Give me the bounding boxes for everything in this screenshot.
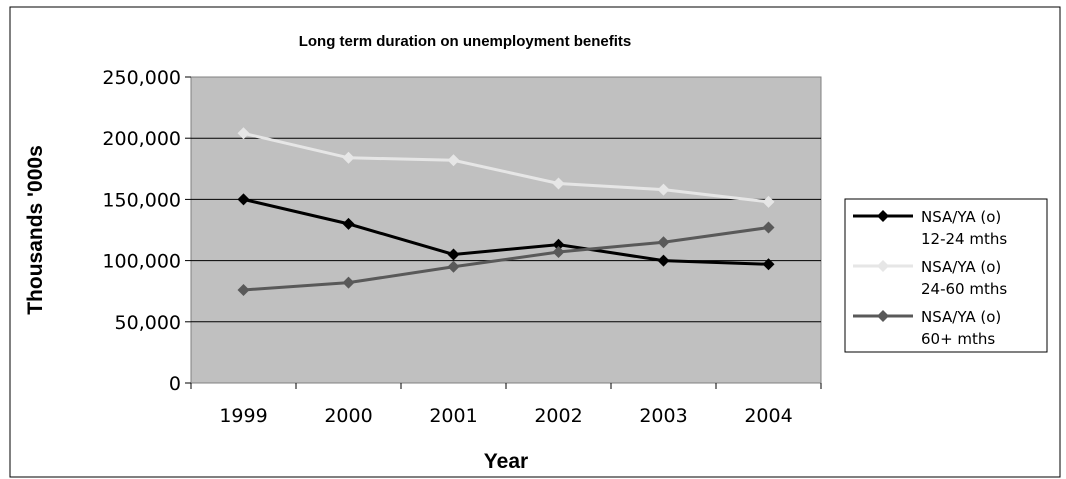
series-point-1 xyxy=(552,177,565,190)
x-tick-label: 2002 xyxy=(534,405,582,427)
legend-marker-0 xyxy=(877,210,889,222)
series-point-0 xyxy=(237,193,250,206)
series-point-0 xyxy=(447,248,460,261)
y-axis-ticks: 0 50,000 100,000 150,000 200,000 250,000 xyxy=(102,67,191,395)
x-axis-ticks: 1999 2000 2001 2002 2003 2004 xyxy=(190,383,822,427)
chart-title: Long term duration on unemployment benef… xyxy=(299,33,632,50)
series-line-1 xyxy=(243,131,769,204)
plot-area xyxy=(190,76,822,384)
x-tick-label: 2001 xyxy=(429,405,477,427)
series-point-1 xyxy=(657,183,670,196)
y-tick-label: 100,000 xyxy=(102,251,181,273)
legend-box xyxy=(844,198,1048,353)
y-axis-label: Thousands '000s xyxy=(24,145,47,315)
series-point-1 xyxy=(762,195,775,208)
series-point-2 xyxy=(447,260,460,273)
series-point-2 xyxy=(342,276,355,289)
series-point-0 xyxy=(552,238,565,251)
series-point-0 xyxy=(657,254,670,267)
series-point-2 xyxy=(552,246,565,259)
series-line-0 xyxy=(243,197,769,266)
legend-label-2: NSA/YA (o) 60+ mths xyxy=(921,308,1001,348)
series-point-2 xyxy=(237,283,250,296)
y-tick-label: 200,000 xyxy=(102,128,181,150)
y-tick-label: 250,000 xyxy=(102,67,181,89)
series-point-1 xyxy=(237,127,250,140)
series-point-2 xyxy=(762,221,775,234)
series-point-0 xyxy=(762,258,775,271)
series-point-0 xyxy=(342,217,355,230)
series-markers xyxy=(237,127,775,296)
legend-label-0: NSA/YA (o) 12-24 mths xyxy=(921,208,1007,248)
series-lines xyxy=(243,131,769,292)
series-point-2 xyxy=(657,236,670,249)
legend-marker-1 xyxy=(877,260,889,272)
x-tick-label: 2003 xyxy=(639,405,687,427)
series-point-1 xyxy=(447,154,460,167)
series-point-1 xyxy=(342,151,355,164)
legend: NSA/YA (o) 12-24 mths NSA/YA (o) 24-60 mths… xyxy=(844,198,1048,353)
x-axis-label: Year xyxy=(484,450,528,473)
y-tick-label: 0 xyxy=(169,373,181,395)
x-tick-label: 2000 xyxy=(324,405,372,427)
y-tick-label: 150,000 xyxy=(102,189,181,211)
legend-marker-2 xyxy=(877,310,889,322)
x-tick-label: 2004 xyxy=(744,405,792,427)
x-tick-label: 1999 xyxy=(219,405,267,427)
series-line-2 xyxy=(243,226,769,292)
legend-label-1: NSA/YA (o) 24-60 mths xyxy=(921,258,1007,298)
y-tick-label: 50,000 xyxy=(115,312,181,334)
